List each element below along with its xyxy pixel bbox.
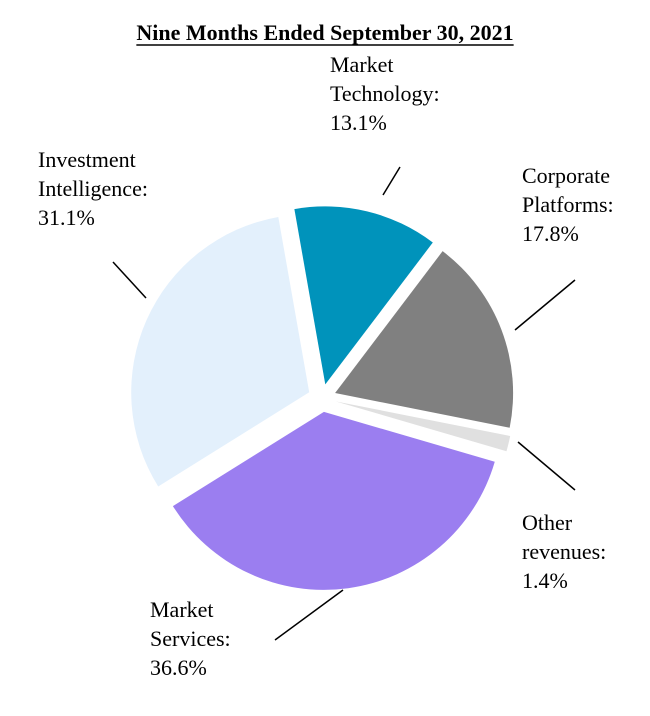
leader-line-other-revenues [517,441,576,491]
leader-line-market-services [274,589,344,641]
slice-label-other-revenues: Other revenues: 1.4% [522,510,606,593]
slice-label-market-technology: Market Technology: 13.1% [330,52,440,135]
pie-slice-market-technology [294,206,433,385]
pie-slice-other-revenues [335,401,511,452]
pie-slice-market-services [172,411,495,590]
leader-line-corporate-platforms [514,279,576,331]
leader-lines [112,166,576,641]
pie-slice-corporate-platforms [335,251,514,428]
leader-line-market-technology [382,166,401,196]
pie-slices [131,206,514,590]
slice-label-investment-intelligence: Investment Intelligence: 31.1% [38,147,148,230]
pie-slice-investment-intelligence [131,217,310,487]
slice-label-market-services: Market Services: 36.6% [150,597,231,680]
leader-line-investment-intelligence [112,261,147,299]
slice-labels: Market Technology: 13.1% Corporate Platforms… [38,52,614,680]
slice-label-corporate-platforms: Corporate Platforms: 17.8% [522,163,614,246]
chart-title: Nine Months Ended September 30, 2021 [136,20,513,45]
